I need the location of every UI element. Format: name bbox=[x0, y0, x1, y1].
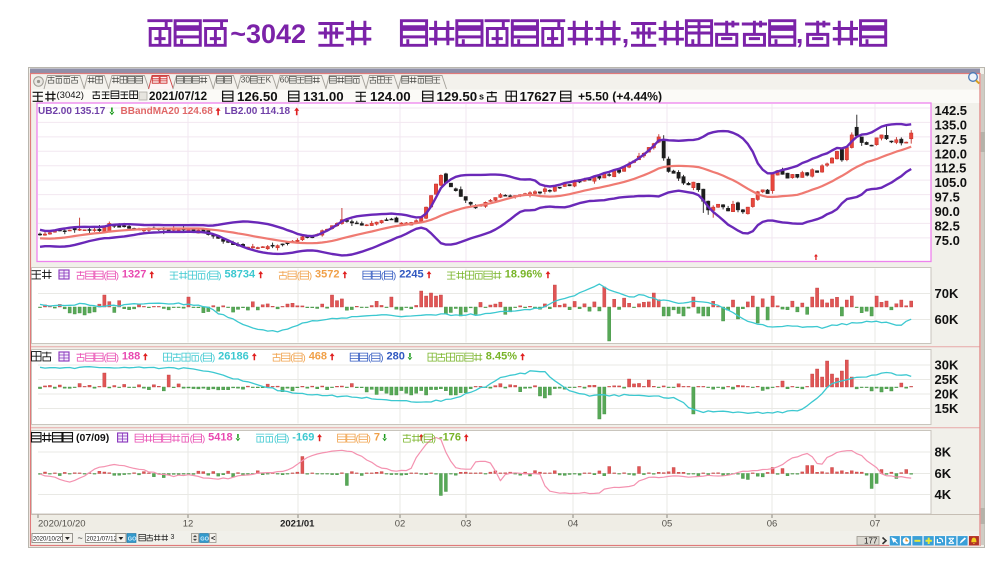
svg-text:LB2.00 114.18: LB2.00 114.18 bbox=[225, 106, 291, 117]
svg-text:97.5: 97.5 bbox=[935, 190, 960, 205]
svg-text:~: ~ bbox=[78, 533, 83, 543]
svg-text:18.96%: 18.96% bbox=[505, 269, 543, 281]
svg-text:30K: 30K bbox=[935, 358, 959, 373]
svg-text:): ) bbox=[116, 270, 119, 280]
svg-text:(: ( bbox=[421, 433, 424, 443]
svg-text:5418: 5418 bbox=[208, 432, 232, 444]
svg-text:70K: 70K bbox=[935, 286, 959, 301]
svg-text:(: ( bbox=[200, 352, 203, 362]
svg-text:2245: 2245 bbox=[399, 269, 423, 281]
svg-text:3: 3 bbox=[171, 534, 175, 541]
svg-text:135.0: 135.0 bbox=[935, 117, 968, 132]
svg-text:58734: 58734 bbox=[225, 269, 256, 281]
svg-text:26186: 26186 bbox=[218, 351, 249, 363]
svg-text:2021/07/12: 2021/07/12 bbox=[149, 90, 207, 103]
svg-text:2021/07/12: 2021/07/12 bbox=[86, 535, 117, 542]
svg-text:12: 12 bbox=[183, 519, 194, 530]
svg-text:129.50: 129.50 bbox=[437, 89, 478, 104]
svg-text:82.5: 82.5 bbox=[935, 218, 960, 233]
svg-text:25K: 25K bbox=[935, 372, 959, 387]
svg-text:(: ( bbox=[368, 352, 371, 362]
svg-text:(: ( bbox=[274, 433, 277, 443]
svg-text:280: 280 bbox=[387, 351, 405, 363]
svg-text:05: 05 bbox=[662, 519, 673, 530]
svg-text:17627: 17627 bbox=[520, 89, 557, 104]
svg-text:20K: 20K bbox=[935, 387, 959, 402]
svg-text:<: < bbox=[211, 534, 216, 543]
svg-text:): ) bbox=[116, 352, 119, 362]
svg-text:112.5: 112.5 bbox=[935, 161, 967, 176]
svg-text:-169: -169 bbox=[292, 432, 314, 444]
svg-text:04: 04 bbox=[568, 519, 579, 530]
svg-text:1327: 1327 bbox=[122, 269, 146, 281]
svg-text:3572: 3572 bbox=[315, 269, 339, 281]
svg-text:131.00: 131.00 bbox=[303, 89, 344, 104]
svg-text:): ) bbox=[368, 433, 371, 443]
svg-text:127.5: 127.5 bbox=[935, 132, 968, 147]
svg-text:468: 468 bbox=[309, 351, 327, 363]
svg-text:4K: 4K bbox=[935, 487, 952, 502]
svg-text:60K: 60K bbox=[935, 312, 959, 327]
svg-text:K: K bbox=[266, 76, 272, 85]
svg-text:): ) bbox=[286, 433, 289, 443]
svg-text:(: ( bbox=[104, 270, 107, 280]
svg-text:2020/10/20: 2020/10/20 bbox=[38, 519, 86, 530]
svg-text:7: 7 bbox=[374, 432, 380, 444]
svg-text:): ) bbox=[433, 433, 436, 443]
svg-text:8K: 8K bbox=[935, 445, 952, 460]
svg-text:,: , bbox=[796, 19, 804, 49]
svg-text:15K: 15K bbox=[935, 401, 959, 416]
svg-text:02: 02 bbox=[395, 519, 406, 530]
svg-text:): ) bbox=[309, 270, 312, 280]
svg-text:120.0: 120.0 bbox=[935, 146, 968, 161]
svg-text:90.0: 90.0 bbox=[935, 204, 960, 219]
svg-text:6K: 6K bbox=[935, 466, 952, 481]
svg-text:(: ( bbox=[206, 270, 209, 280]
svg-text:(07/09): (07/09) bbox=[76, 432, 109, 444]
svg-text:~3042: ~3042 bbox=[230, 19, 306, 49]
svg-text:(: ( bbox=[290, 352, 293, 362]
svg-text:(: ( bbox=[104, 352, 107, 362]
svg-text:(: ( bbox=[356, 433, 359, 443]
svg-text:s: s bbox=[479, 92, 484, 102]
svg-text:07: 07 bbox=[870, 519, 881, 530]
svg-text:): ) bbox=[202, 433, 205, 443]
svg-text:,: , bbox=[622, 19, 630, 49]
svg-text:): ) bbox=[380, 352, 383, 362]
svg-text:-176: -176 bbox=[439, 432, 461, 444]
svg-text:): ) bbox=[218, 270, 221, 280]
svg-text:+5.50 (+4.44%): +5.50 (+4.44%) bbox=[578, 89, 662, 103]
svg-text:(3042): (3042) bbox=[57, 90, 84, 101]
svg-text:126.50: 126.50 bbox=[237, 89, 278, 104]
svg-text:03: 03 bbox=[461, 519, 472, 530]
svg-text:60: 60 bbox=[280, 76, 290, 85]
svg-text:30: 30 bbox=[241, 76, 251, 85]
svg-text:177: 177 bbox=[864, 537, 878, 546]
svg-text:8.45%: 8.45% bbox=[486, 351, 517, 363]
svg-text:105.0: 105.0 bbox=[935, 175, 968, 190]
svg-text:BBandMA20 124.68: BBandMA20 124.68 bbox=[121, 106, 214, 117]
svg-text:GO: GO bbox=[200, 536, 209, 542]
svg-text:): ) bbox=[393, 270, 396, 280]
svg-text:): ) bbox=[212, 352, 215, 362]
svg-text:): ) bbox=[303, 352, 306, 362]
svg-text:124.00: 124.00 bbox=[370, 89, 411, 104]
svg-text:(: ( bbox=[381, 270, 384, 280]
svg-text:(: ( bbox=[190, 433, 193, 443]
svg-text:188: 188 bbox=[122, 351, 140, 363]
svg-text:06: 06 bbox=[767, 519, 778, 530]
svg-text:2021/01: 2021/01 bbox=[280, 519, 315, 530]
svg-text:75.0: 75.0 bbox=[935, 233, 960, 248]
svg-text:(: ( bbox=[297, 270, 300, 280]
svg-text:UB2.00 135.17: UB2.00 135.17 bbox=[38, 106, 106, 117]
svg-text:2020/10/20: 2020/10/20 bbox=[33, 535, 64, 542]
svg-text:142.5: 142.5 bbox=[935, 103, 968, 118]
svg-text:GO: GO bbox=[128, 536, 137, 542]
